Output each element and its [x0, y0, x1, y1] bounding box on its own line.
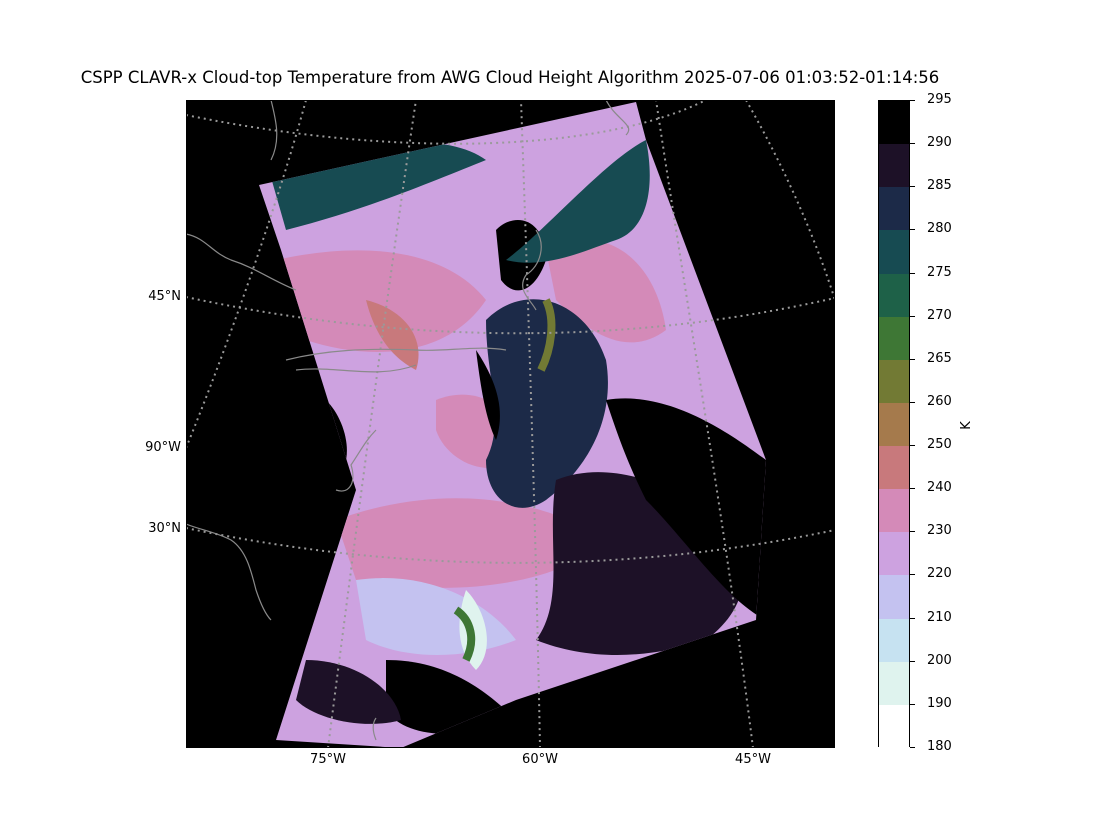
- lon-label-60w: 60°W: [522, 752, 558, 767]
- lat-label-90w: 90°W: [145, 440, 181, 455]
- lat-label-30n: 30°N: [148, 521, 181, 536]
- map-canvas: [186, 100, 835, 748]
- colorbar-tick-mark: [910, 186, 915, 188]
- colorbar-bin: [879, 402, 909, 447]
- colorbar-tick-mark: [910, 100, 915, 101]
- colorbar-tick-label: 260: [927, 393, 952, 409]
- map-panel: [186, 100, 835, 748]
- colorbar-unit-label: K: [958, 421, 974, 430]
- colorbar-tick-mark: [910, 747, 915, 748]
- colorbar-tick-label: 210: [927, 609, 952, 625]
- colorbar: [878, 100, 910, 749]
- coastlines: [186, 100, 630, 741]
- colorbar-tick-label: 230: [927, 523, 952, 539]
- colorbar-bin: [879, 144, 909, 188]
- colorbar-tick-mark: [910, 617, 915, 619]
- colorbar-bin: [879, 489, 909, 533]
- colorbar-tick-label: 190: [927, 695, 952, 711]
- colorbar-tick-mark: [910, 358, 915, 360]
- colorbar-tick-mark: [910, 531, 915, 533]
- colorbar-bin: [879, 661, 909, 706]
- cloud-top-field: [266, 140, 766, 734]
- colorbar-tick-mark: [910, 401, 915, 403]
- colorbar-bin: [879, 316, 909, 361]
- colorbar-tick-label: 295: [927, 92, 952, 107]
- colorbar-tick-mark: [910, 272, 915, 274]
- colorbar-tick-mark: [910, 143, 915, 145]
- colorbar-tick-mark: [910, 660, 915, 662]
- colorbar-tick-mark: [910, 574, 915, 576]
- colorbar-tick-label: 240: [927, 480, 952, 496]
- lat-label-45n: 45°N: [148, 289, 181, 304]
- colorbar-tick-label: 280: [927, 221, 952, 237]
- colorbar-tick-label: 270: [927, 307, 952, 323]
- colorbar-bin: [879, 446, 909, 490]
- colorbar-tick-label: 250: [927, 437, 952, 453]
- colorbar-tick-label: 290: [927, 135, 952, 151]
- colorbar-bin: [879, 101, 909, 145]
- colorbar-tick-label: 180: [927, 739, 952, 754]
- colorbar-tick-mark: [910, 703, 915, 705]
- colorbar-bin: [879, 704, 909, 749]
- colorbar-bin: [879, 575, 909, 620]
- colorbar-bin: [879, 230, 909, 275]
- colorbar-tick-mark: [910, 315, 915, 317]
- colorbar-tick-label: 275: [927, 264, 952, 280]
- colorbar-bin: [879, 273, 909, 318]
- colorbar-tick-label: 220: [927, 566, 952, 582]
- colorbar-tick-mark: [910, 488, 915, 490]
- colorbar-bin: [879, 618, 909, 663]
- lon-label-45w: 45°W: [735, 752, 771, 767]
- lon-label-75w: 75°W: [310, 752, 346, 767]
- colorbar-tick-mark: [910, 229, 915, 231]
- figure-title: CSPP CLAVR-x Cloud-top Temperature from …: [80, 68, 940, 87]
- colorbar-tick-label: 285: [927, 178, 952, 194]
- colorbar-tick-label: 265: [927, 350, 952, 366]
- colorbar-tick-mark: [910, 445, 915, 447]
- colorbar-tick-label: 200: [927, 652, 952, 668]
- colorbar-bin: [879, 187, 909, 231]
- colorbar-bin: [879, 359, 909, 404]
- colorbar-bin: [879, 532, 909, 576]
